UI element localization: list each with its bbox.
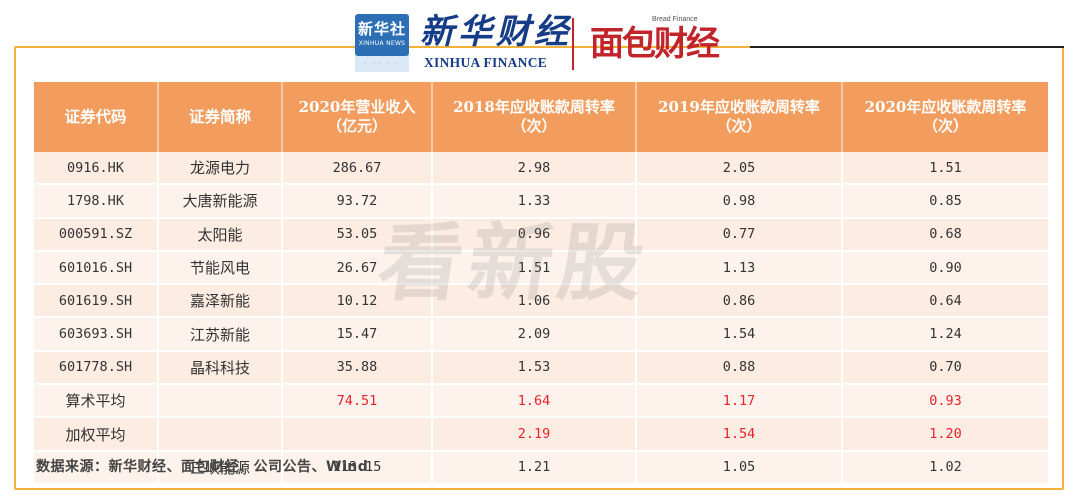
cell-turnover-2020: 0.93	[842, 384, 1048, 419]
cell-turnover-2018: 0.96	[432, 217, 637, 252]
cell-name: 节能风电	[158, 250, 283, 286]
column-header-turnover-2018: 2018年应收账款周转率 （次）	[432, 82, 637, 152]
cell-name: 三峡能源	[158, 450, 283, 485]
cell-turnover-2020: 1.02	[842, 450, 1048, 485]
cell-turnover-2018: 1.64	[432, 384, 637, 419]
cell-turnover-2018: 1.06	[432, 284, 637, 319]
xinhua-logo-en: XINHUA NEWS	[358, 40, 406, 47]
table-row: 601016.SH 节能风电 26.67 1.51 1.13 0.90	[34, 250, 1048, 286]
cell-turnover-2018: 2.09	[432, 317, 637, 352]
cell-turnover-2018: 2.98	[432, 152, 637, 186]
cell-turnover-2020: 0.90	[842, 250, 1048, 286]
cell-turnover-2019: 0.77	[636, 217, 843, 252]
cell-name: 太阳能	[158, 217, 283, 252]
cell-name: 江苏新能	[158, 317, 283, 352]
cell-turnover-2019: 1.54	[636, 317, 843, 352]
xinhua-logo-cn: 新华社	[357, 20, 406, 38]
cell-code: 加权平均	[34, 417, 159, 452]
table-row: 000591.SZ 太阳能 53.05 0.96 0.77 0.68	[34, 217, 1048, 252]
table-header-row: 证券代码 证券简称 2020年营业收入 （亿元） 2018年应收账款周转率 （次…	[34, 82, 1048, 152]
cell-revenue: 35.88	[282, 350, 433, 386]
cell-turnover-2019: 0.88	[636, 350, 843, 386]
cell-revenue: 15.47	[282, 317, 433, 352]
cell-code: 601016.SH	[34, 250, 159, 286]
table-row: 1798.HK 大唐新能源 93.72 1.33 0.98 0.85	[34, 184, 1048, 219]
cell-name: 龙源电力	[158, 152, 283, 186]
cell-turnover-2020: 1.24	[842, 317, 1048, 352]
cell-turnover-2018: 1.21	[432, 450, 637, 485]
table-row: 三峡能源 113.15 1.21 1.05 1.02	[34, 450, 1048, 485]
header-rule	[750, 46, 1064, 48]
column-header-turnover-2020: 2020年应收账款周转率 （次）	[842, 82, 1048, 152]
brand-title-cn: 新华财经	[420, 12, 572, 52]
cell-revenue	[282, 417, 433, 452]
table-row: 603693.SH 江苏新能 15.47 2.09 1.54 1.24	[34, 317, 1048, 352]
cell-code: 000591.SZ	[34, 217, 159, 252]
cell-revenue: 93.72	[282, 184, 433, 219]
cell-turnover-2020: 1.51	[842, 152, 1048, 186]
table-row-weighted-mean: 加权平均 2.19 1.54 1.20	[34, 417, 1048, 452]
cell-turnover-2018: 1.53	[432, 350, 637, 386]
cell-turnover-2019: 0.86	[636, 284, 843, 319]
column-header-revenue: 2020年营业收入 （亿元）	[282, 82, 433, 152]
cell-turnover-2018: 2.19	[432, 417, 637, 452]
bread-finance-logo: 面包财经	[590, 24, 720, 64]
cell-turnover-2019: 1.13	[636, 250, 843, 286]
cell-code: 601778.SH	[34, 350, 159, 386]
cell-turnover-2019: 1.17	[636, 384, 843, 419]
cell-code: 603693.SH	[34, 317, 159, 352]
cell-turnover-2020: 1.20	[842, 417, 1048, 452]
cell-code	[34, 450, 159, 485]
cell-revenue: 53.05	[282, 217, 433, 252]
data-source-note: 数据来源：新华财经、面包财经、公司公告、Wind	[36, 459, 369, 475]
cell-revenue: 74.51	[282, 384, 433, 419]
cell-revenue: 286.67	[282, 152, 433, 186]
cell-name	[158, 384, 283, 419]
table-row: 601778.SH 晶科科技 35.88 1.53 0.88 0.70	[34, 350, 1048, 386]
cell-turnover-2019: 1.54	[636, 417, 843, 452]
page-header: 新华社 XINHUA NEWS · ·· · · 新华财经 XINHUA FIN…	[0, 0, 1080, 80]
cell-turnover-2020: 0.70	[842, 350, 1048, 386]
column-header-name: 证券简称	[158, 82, 283, 152]
cell-turnover-2018: 1.51	[432, 250, 637, 286]
cell-turnover-2018: 1.33	[432, 184, 637, 219]
cell-name: 嘉泽新能	[158, 284, 283, 319]
column-header-code: 证券代码	[34, 82, 159, 152]
cell-turnover-2019: 1.05	[636, 450, 843, 485]
bread-finance-label: Bread Finance	[652, 16, 698, 23]
cell-code: 算术平均	[34, 384, 159, 419]
brand-divider	[572, 18, 574, 70]
cell-revenue: 113.15	[282, 450, 433, 485]
cell-turnover-2019: 0.98	[636, 184, 843, 219]
cell-name: 大唐新能源	[158, 184, 283, 219]
cell-turnover-2019: 2.05	[636, 152, 843, 186]
xinhua-logo: 新华社 XINHUA NEWS · ·· · ·	[355, 14, 409, 72]
brand-title-en: XINHUA FINANCE	[424, 55, 548, 70]
cell-code: 0916.HK	[34, 152, 159, 186]
content-frame	[14, 46, 1064, 490]
cell-code: 601619.SH	[34, 284, 159, 319]
cell-revenue: 26.67	[282, 250, 433, 286]
table-row: 0916.HK 龙源电力 286.67 2.98 2.05 1.51	[34, 152, 1048, 186]
table-row: 601619.SH 嘉泽新能 10.12 1.06 0.86 0.64	[34, 284, 1048, 319]
logo-dots-decoration: · ·· · ·	[363, 59, 401, 68]
cell-revenue: 10.12	[282, 284, 433, 319]
column-header-turnover-2019: 2019年应收账款周转率 （次）	[636, 82, 843, 152]
cell-turnover-2020: 0.64	[842, 284, 1048, 319]
table-row-arithmetic-mean: 算术平均 74.51 1.64 1.17 0.93	[34, 384, 1048, 419]
cell-code: 1798.HK	[34, 184, 159, 219]
cell-turnover-2020: 0.68	[842, 217, 1048, 252]
cell-turnover-2020: 0.85	[842, 184, 1048, 219]
cell-name	[158, 417, 283, 452]
cell-name: 晶科科技	[158, 350, 283, 386]
turnover-table: 证券代码 证券简称 2020年营业收入 （亿元） 2018年应收账款周转率 （次…	[34, 82, 1048, 485]
